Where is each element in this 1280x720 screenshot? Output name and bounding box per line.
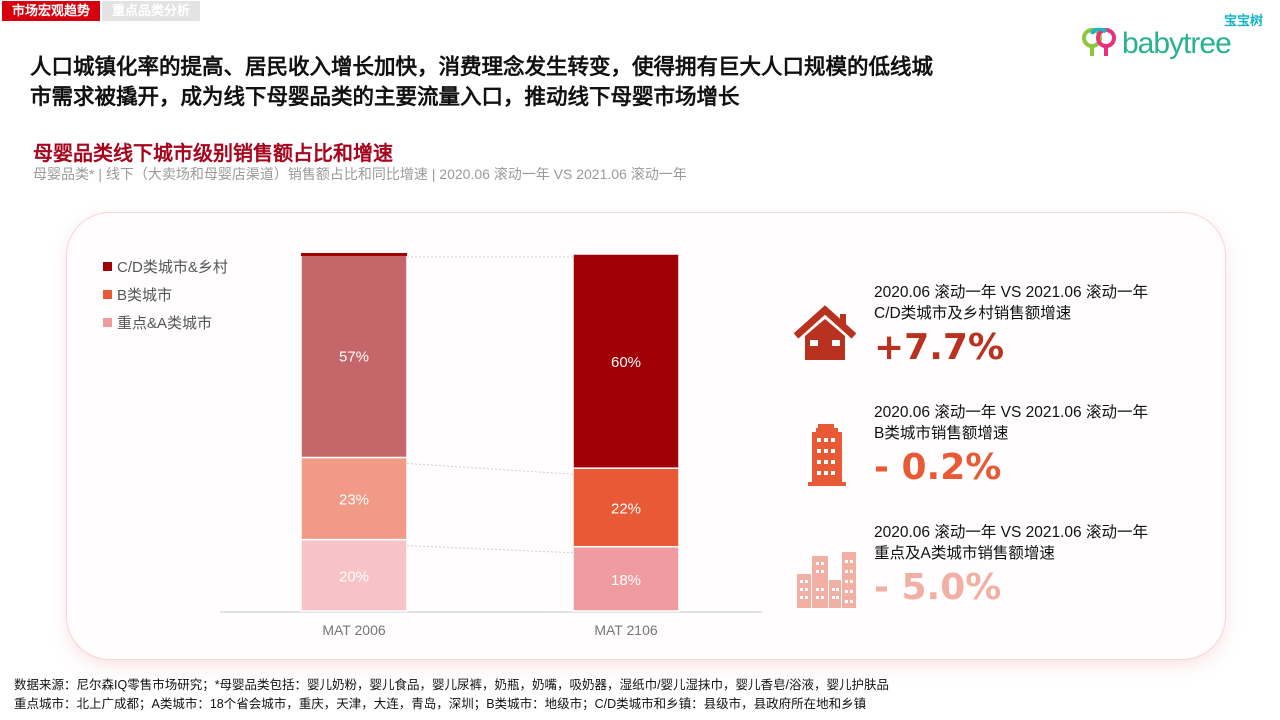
- legend-swatch-cd: [103, 261, 112, 271]
- footnote: 数据来源：尼尔森IQ零售市场研究；*母婴品类包括：婴儿奶粉，婴儿食品，婴儿尿裤，…: [14, 676, 889, 714]
- kpi-growth-value: - 5.0%: [874, 567, 1002, 608]
- data-label: 57%: [339, 349, 369, 366]
- footnote-data-source: 数据来源：尼尔森IQ零售市场研究；*母婴品类包括：婴儿奶粉，婴儿食品，婴儿尿裤，…: [14, 678, 890, 692]
- tab-market-macro-trend[interactable]: 市场宏观趋势: [2, 1, 101, 21]
- legend-item-key-a-cities: 重点&A类城市: [103, 308, 228, 336]
- kpi-growth-value: +7.7%: [874, 327, 1005, 368]
- legend-item-cd-cities: C/D类城市&乡村: [103, 252, 228, 280]
- bar-segment-mat2106-series-0: [572, 545, 680, 612]
- kpi-period-label: 2020.06 滚动一年 VS 2021.06 滚动一年: [874, 524, 1148, 541]
- bar-segment-mat2106-series-2: [572, 253, 680, 469]
- legend-label-b: B类城市: [117, 286, 173, 304]
- chart-subtitle: 母婴品类* | 线下（大卖场和母婴店渠道）销售额占比和同比增速 | 2020.0…: [33, 166, 687, 182]
- kpi-metric-label: 重点及A类城市销售额增速: [874, 545, 1055, 562]
- kpi-metric-label: B类城市销售额增速: [874, 425, 1009, 442]
- footnote-city-definitions: 重点城市：北上广成都；A类城市：18个省会城市，重庆，天津，大连，青岛，深圳；B…: [14, 697, 867, 711]
- data-label: 20%: [339, 568, 369, 585]
- section-tabs: 市场宏观趋势 重点品类分析: [2, 1, 201, 21]
- logo-chinese-text: 宝宝树: [1224, 13, 1264, 28]
- headline-line-1: 人口城镇化率的提高、居民收入增长加快，消费理念发生转变，使得拥有巨大人口规模的低…: [30, 55, 934, 79]
- connector-line: [406, 462, 574, 475]
- data-label: 23%: [339, 492, 369, 509]
- data-label: 60%: [611, 354, 641, 371]
- logo-english-text: babytree: [1122, 27, 1232, 60]
- legend-swatch-b: [103, 289, 112, 299]
- kpi-key-a-cities: 2020.06 滚动一年 VS 2021.06 滚动一年 重点及A类城市销售额增…: [790, 522, 1210, 632]
- chart-legend: C/D类城市&乡村 B类城市 重点&A类城市: [103, 252, 228, 336]
- tab-key-category-analysis[interactable]: 重点品类分析: [102, 1, 201, 21]
- legend-item-b-cities: B类城市: [103, 280, 228, 308]
- bar-segment-mat2006-series-2: [300, 253, 408, 459]
- babytree-tree-icon: [1082, 28, 1116, 56]
- city-buildings-icon: [797, 552, 856, 608]
- connector-line: [406, 545, 574, 554]
- data-label: 18%: [611, 572, 641, 589]
- legend-label-key-a: 重点&A类城市: [117, 314, 213, 332]
- x-tick-label: MAT 2106: [594, 622, 658, 638]
- headline: 人口城镇化率的提高、居民收入增长加快，消费理念发生转变，使得拥有巨大人口规模的低…: [30, 52, 1070, 112]
- kpi-growth-value: - 0.2%: [874, 447, 1002, 488]
- kpi-cd-cities: 2020.06 滚动一年 VS 2021.06 滚动一年 C/D类城市及乡村销售…: [790, 282, 1210, 392]
- x-tick-label: MAT 2006: [322, 622, 386, 638]
- babytree-logo: 宝宝树 babytree: [1082, 14, 1272, 60]
- chart-title: 母婴品类线下城市级别销售额占比和增速: [33, 143, 393, 165]
- data-label: 22%: [611, 500, 641, 517]
- kpi-period-label: 2020.06 滚动一年 VS 2021.06 滚动一年: [874, 404, 1148, 421]
- kpi-period-label: 2020.06 滚动一年 VS 2021.06 滚动一年: [874, 284, 1148, 301]
- kpi-metric-label: C/D类城市及乡村销售额增速: [874, 305, 1072, 322]
- bar-segment-mat2006-series-1: [300, 456, 408, 541]
- bar-top-accent: [301, 253, 407, 256]
- headline-line-2: 市需求被撬开，成为线下母婴品类的主要流量入口，推动线下母婴市场增长: [30, 85, 740, 109]
- kpi-b-cities: 2020.06 滚动一年 VS 2021.06 滚动一年 B类城市销售额增速 -…: [790, 402, 1210, 512]
- legend-swatch-key-a: [103, 317, 112, 327]
- bar-segment-mat2006-series-0: [300, 538, 408, 612]
- legend-label-cd: C/D类城市&乡村: [117, 258, 228, 276]
- office-building-icon: [808, 424, 846, 486]
- house-icon: [793, 305, 857, 360]
